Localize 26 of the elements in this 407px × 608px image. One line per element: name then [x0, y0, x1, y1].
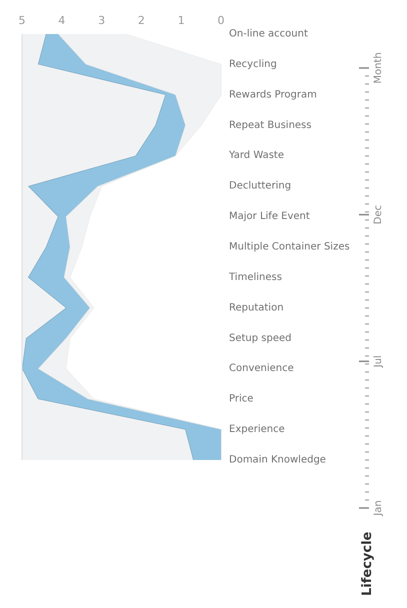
- y-tick-label: Domain Knowledge: [229, 454, 326, 466]
- y-tick-label: Setup speed: [229, 332, 292, 344]
- y-tick-label: Decluttering: [229, 180, 292, 192]
- text: Jul: [373, 355, 384, 368]
- y-tick-label: Reputation: [229, 302, 284, 314]
- y-tick-label: Yard Waste: [228, 150, 284, 162]
- y-tick-label: Multiple Container Sizes: [229, 242, 350, 252]
- y-tick-label: Convenience: [229, 363, 294, 374]
- y-tick-label: Recycling: [229, 58, 277, 70]
- text: Month: [373, 52, 384, 84]
- y-tick-label: On-line account: [229, 28, 308, 40]
- x-tick-label: 2: [138, 14, 145, 27]
- x-tick-label: 4: [58, 14, 66, 27]
- x-tick-label: 3: [98, 14, 106, 27]
- y-tick-label: Timeliness: [228, 272, 282, 283]
- y-tick-label: Experience: [229, 424, 285, 436]
- text: Dec: [373, 204, 384, 224]
- y-tick-label: Major Life Event: [229, 211, 310, 222]
- y-tick-label: Repeat Business: [229, 120, 312, 131]
- x-tick-label: 1: [178, 14, 185, 27]
- x-tick-label: 0: [218, 14, 224, 27]
- x-tick-label: 5: [18, 14, 26, 27]
- text: Jan: [373, 500, 384, 517]
- y-tick-label: Price: [229, 394, 254, 405]
- text: Lifecycle: [360, 531, 375, 596]
- y-tick-label: Rewards Program: [229, 89, 317, 100]
